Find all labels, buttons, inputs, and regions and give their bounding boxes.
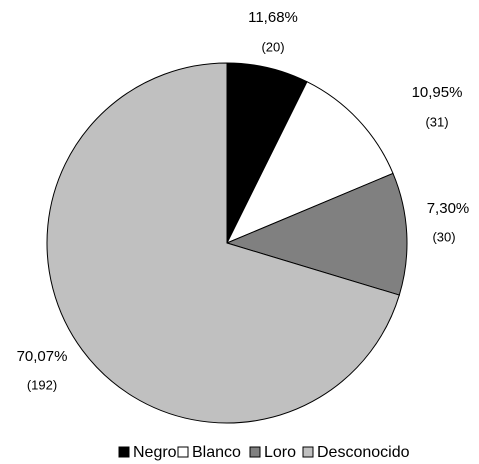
pie-slice: [225, 81, 394, 244]
pie-slice: [46, 62, 400, 424]
count-label: (31): [425, 114, 448, 129]
pie-slice: [225, 172, 408, 296]
percent-label: 10,95%: [412, 84, 463, 101]
percent-label: 7,30%: [427, 200, 470, 217]
legend-swatch: [249, 446, 261, 458]
count-label: (20): [261, 39, 284, 54]
count-label: (30): [432, 229, 455, 244]
legend-swatch: [118, 446, 130, 458]
percent-label: 70,07%: [17, 348, 68, 365]
legend-label: Negro: [133, 444, 177, 461]
count-label: (192): [27, 377, 57, 392]
legend-swatch: [177, 446, 189, 458]
percent-label: 11,68%: [248, 9, 298, 26]
legend-label: Desconocido: [317, 444, 410, 461]
legend-swatch: [302, 446, 314, 458]
legend-label: Blanco: [192, 444, 241, 461]
legend-label: Loro: [264, 444, 296, 461]
